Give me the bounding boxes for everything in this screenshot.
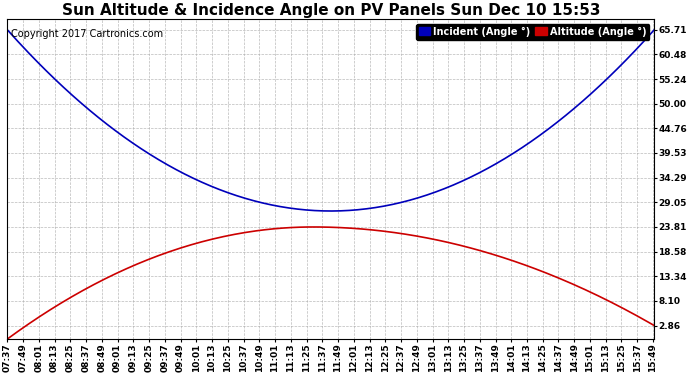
Title: Sun Altitude & Incidence Angle on PV Panels Sun Dec 10 15:53: Sun Altitude & Incidence Angle on PV Pan… [61, 3, 600, 18]
Text: Copyright 2017 Cartronics.com: Copyright 2017 Cartronics.com [10, 28, 163, 39]
Legend: Incident (Angle °), Altitude (Angle °): Incident (Angle °), Altitude (Angle °) [415, 24, 649, 40]
